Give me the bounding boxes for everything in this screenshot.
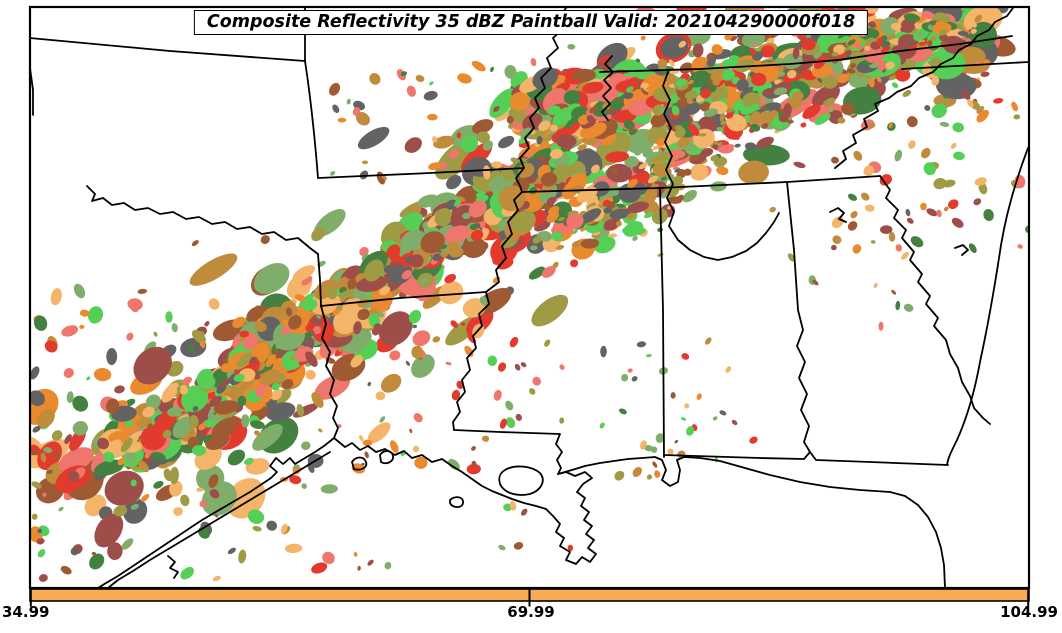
border-tx-ar xyxy=(317,253,322,307)
border-ok-ks xyxy=(31,37,306,62)
border-tx-panhandle xyxy=(31,68,34,116)
border-mississippi-river xyxy=(452,8,567,431)
coast-atlantic xyxy=(946,147,1028,466)
colorbar-tick-label-left: 34.99 xyxy=(2,603,50,621)
colorbar xyxy=(29,588,1030,607)
border-al-ga xyxy=(786,181,811,453)
border-va-nc xyxy=(901,61,1028,70)
border-ky-tn xyxy=(599,59,839,73)
border-ok-east xyxy=(304,60,319,179)
lake-pontchartrain xyxy=(498,465,544,496)
plot-title: Composite Reflectivity 35 dBZ Paintball … xyxy=(193,10,869,35)
border-tn-south xyxy=(521,175,881,193)
coast-gulf-east xyxy=(557,456,946,587)
colorbar-tick-label-mid: 69.99 xyxy=(507,603,555,621)
coast-texas xyxy=(97,437,335,587)
river-squiggles xyxy=(167,207,969,579)
paintball-blobs xyxy=(31,8,1028,582)
colorbar-tick-label-right: 104.99 xyxy=(1000,603,1058,621)
border-mo-ar xyxy=(317,167,525,179)
border-tn-va xyxy=(837,35,1013,61)
border-la-ms-31n xyxy=(453,429,563,475)
border-ar-la xyxy=(320,291,487,307)
border-ga-sc-savannah xyxy=(879,175,991,425)
state-boundaries xyxy=(31,8,1028,587)
lakes-small xyxy=(351,450,464,509)
river-tennessee-al xyxy=(662,71,780,261)
border-red-river xyxy=(86,185,319,255)
coast-texas-barrier xyxy=(107,451,331,587)
coast-louisiana-delta xyxy=(333,437,597,565)
map-frame xyxy=(28,5,1031,590)
border-sabine-river xyxy=(320,305,339,439)
river-tennessee-ky xyxy=(601,55,614,121)
border-tn-nc xyxy=(834,8,1014,169)
border-ms-al xyxy=(659,187,665,458)
